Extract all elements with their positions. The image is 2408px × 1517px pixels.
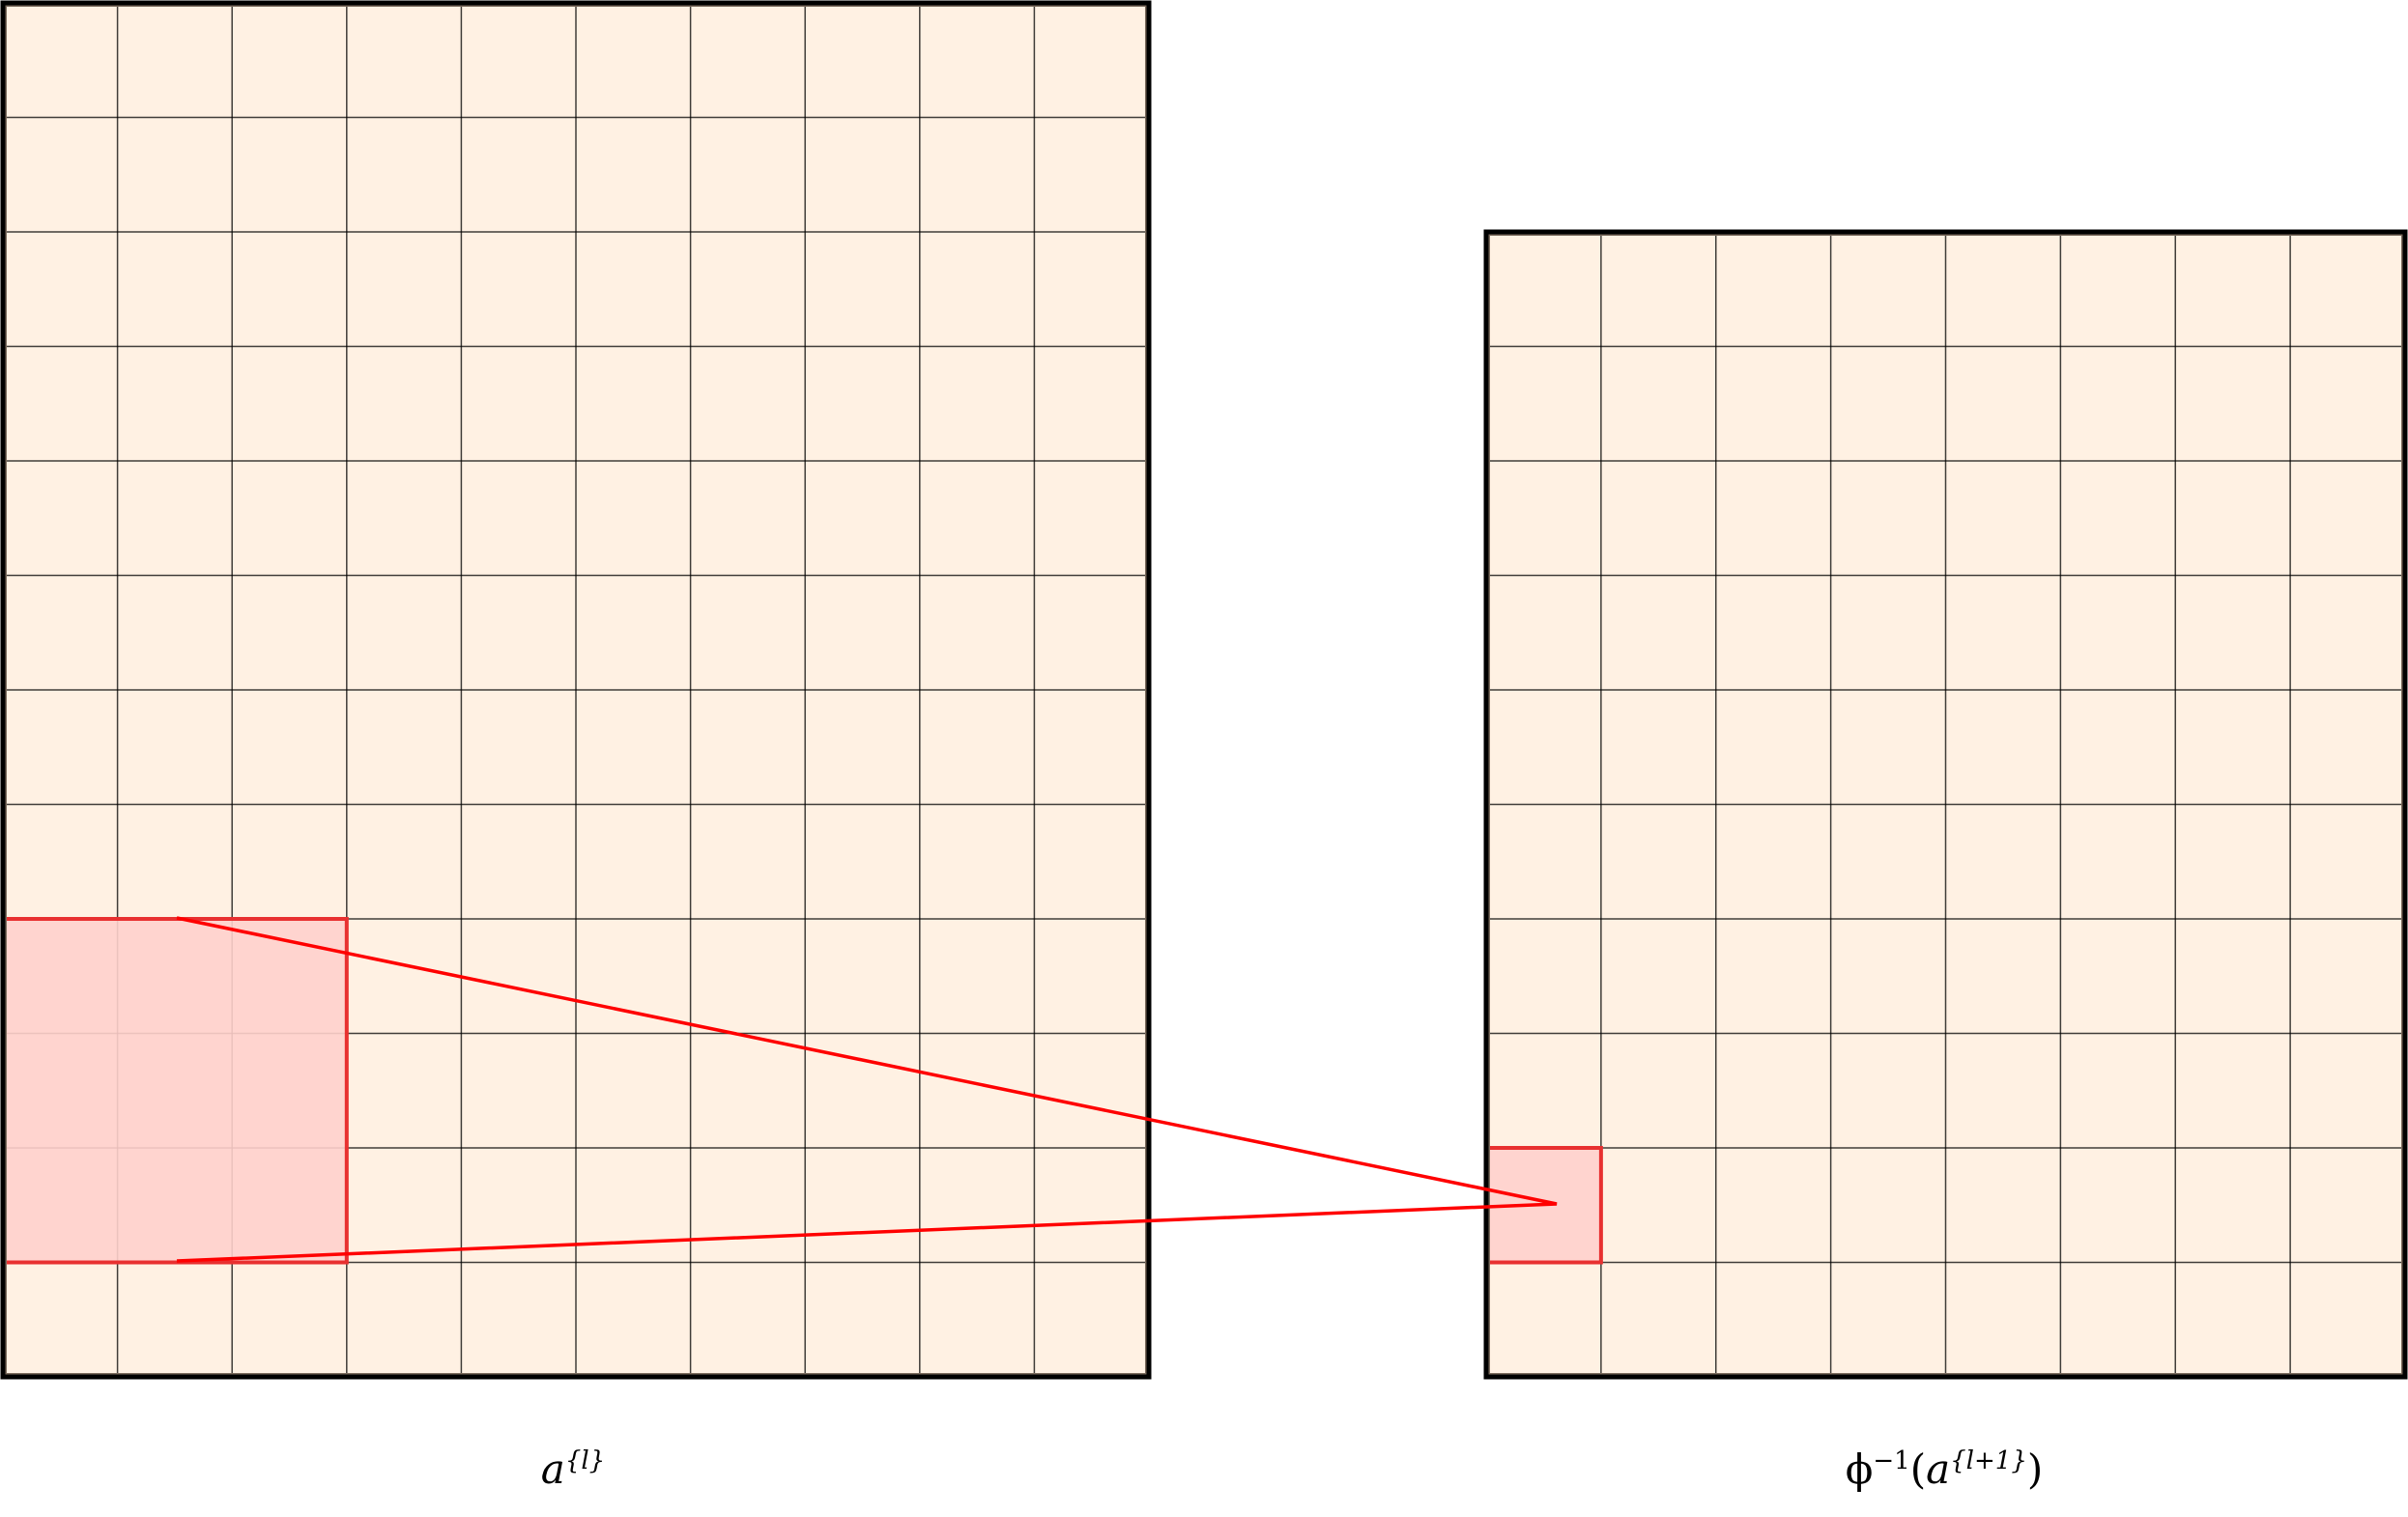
grid-frame xyxy=(0,0,1152,1380)
highlight-region xyxy=(1,917,349,1265)
left-map-label: a{l} xyxy=(540,1445,606,1493)
connector-lines xyxy=(176,916,1558,1263)
right-feature-map xyxy=(1483,229,2408,1380)
right-map-label: ϕ−1(a{l+1}) xyxy=(1845,1445,2044,1493)
receptive-field-connector xyxy=(176,916,1558,1263)
grid-frame xyxy=(1483,229,2408,1380)
left-feature-map xyxy=(0,0,1152,1380)
